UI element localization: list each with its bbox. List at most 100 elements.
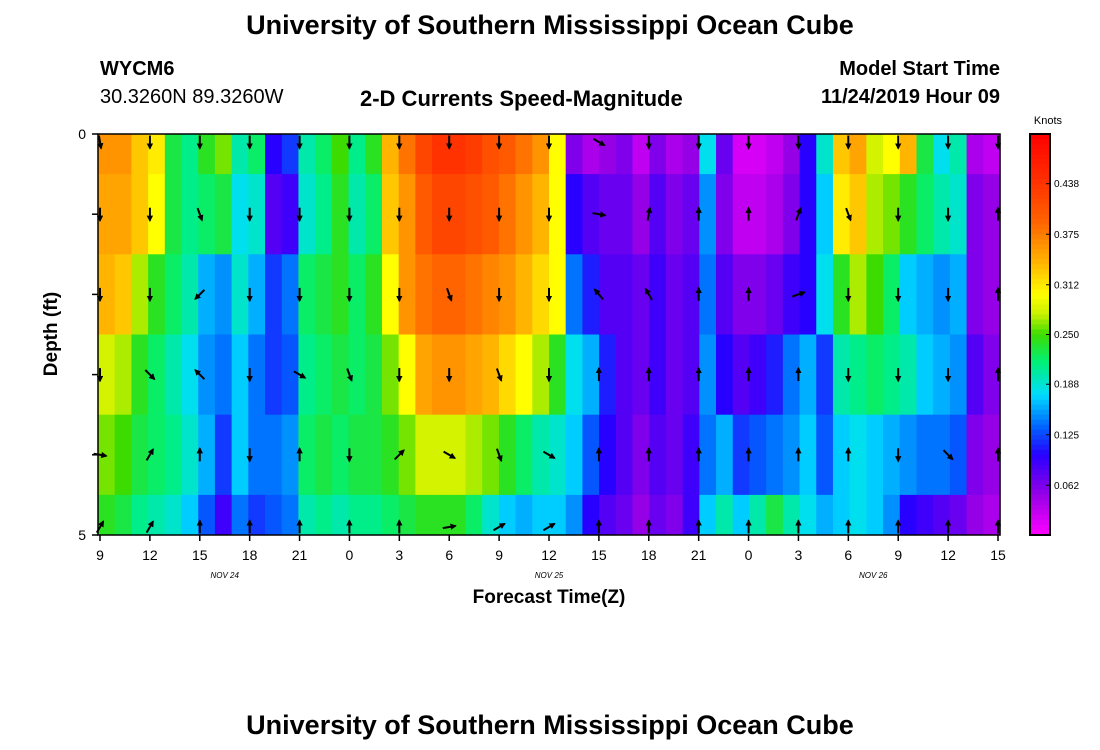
heatmap-cell xyxy=(498,334,517,416)
heatmap-cell xyxy=(465,134,483,175)
heatmap-cell xyxy=(949,174,968,255)
heatmap-cell xyxy=(866,134,884,175)
colorbar-swatch xyxy=(1030,224,1050,230)
heatmap-cell xyxy=(465,254,483,335)
heatmap-cell xyxy=(465,174,483,255)
heatmap-cell xyxy=(816,174,834,255)
heatmap-cell xyxy=(198,134,216,175)
colorbar-swatch xyxy=(1030,184,1050,190)
heatmap-cell xyxy=(716,174,734,255)
heatmap-cell xyxy=(331,254,350,335)
heatmap-cell xyxy=(131,494,149,536)
heatmap-cell xyxy=(298,174,316,255)
heatmap-cell xyxy=(381,134,400,175)
heatmap-cell xyxy=(131,334,149,416)
colorbar-swatch xyxy=(1030,139,1050,145)
colorbar-swatch xyxy=(1030,219,1050,225)
heatmap-cell xyxy=(832,254,851,335)
heatmap-cell xyxy=(983,174,1001,255)
heatmap-cell xyxy=(632,254,650,335)
heatmap-cell xyxy=(699,494,717,536)
heatmap-cell xyxy=(949,334,968,416)
current-arrow xyxy=(795,206,802,221)
heatmap-cell xyxy=(164,334,183,416)
colorbar-swatch xyxy=(1030,424,1050,431)
heatmap-cell xyxy=(816,134,834,175)
heatmap-cell xyxy=(281,334,300,416)
heatmap-cell xyxy=(849,414,867,496)
colorbar-swatch xyxy=(1030,494,1050,501)
colorbar-swatch xyxy=(1030,289,1050,295)
heatmap-cell xyxy=(465,414,483,496)
heatmap-cell xyxy=(398,134,416,175)
heatmap-cell xyxy=(465,494,483,536)
heatmap-cell xyxy=(532,334,550,416)
heatmap-cell xyxy=(515,494,533,536)
heatmap-cell xyxy=(682,334,700,416)
heatmap-cell xyxy=(816,494,834,536)
colorbar-tick-label: 0.125 xyxy=(1054,430,1079,441)
heatmap-cell xyxy=(699,134,717,175)
current-arrow xyxy=(442,523,457,530)
current-arrow xyxy=(592,211,607,218)
current-arrow xyxy=(592,137,606,147)
heatmap-cell xyxy=(966,334,984,416)
colorbar-swatch xyxy=(1030,409,1050,416)
heatmap-cell xyxy=(331,494,350,536)
heatmap-cell xyxy=(749,414,767,496)
heatmap-cell xyxy=(899,174,918,255)
colorbar-tick-label: 0.375 xyxy=(1054,230,1079,241)
colorbar-swatch xyxy=(1030,249,1050,255)
heatmap-cell xyxy=(849,254,867,335)
current-arrow xyxy=(495,368,503,382)
colorbar-swatch xyxy=(1030,234,1050,240)
heatmap-cell xyxy=(265,494,283,536)
heatmap-cell xyxy=(482,254,500,335)
heatmap-cell xyxy=(949,134,968,175)
heatmap-cell xyxy=(231,414,249,496)
heatmap-cell xyxy=(949,414,968,496)
heatmap-cell xyxy=(649,134,667,175)
colorbar-swatch xyxy=(1030,179,1050,185)
x-tick-label: 6 xyxy=(445,547,453,563)
heatmap-cell xyxy=(732,334,751,416)
heatmap-cell xyxy=(582,254,600,335)
heatmap-cell xyxy=(916,174,934,255)
heatmap-cell xyxy=(482,134,500,175)
current-arrow xyxy=(791,290,806,298)
heatmap-cell xyxy=(949,254,968,335)
heatmap-cell xyxy=(665,414,684,496)
heatmap-cell xyxy=(498,134,517,175)
heatmap-cell xyxy=(298,254,316,335)
heatmap-cell xyxy=(365,174,383,255)
heatmap-cell xyxy=(682,414,700,496)
heatmap-cell xyxy=(164,414,183,496)
current-arrow xyxy=(97,135,104,150)
current-arrow xyxy=(393,449,405,461)
heatmap-cell xyxy=(682,494,700,536)
heatmap-cell xyxy=(114,334,132,416)
heatmap-cell xyxy=(532,494,550,536)
chart-title-top: University of Southern Mississippi Ocean… xyxy=(246,10,854,40)
heatmap-cell xyxy=(565,254,583,335)
heatmap-cell xyxy=(966,174,984,255)
heatmap-cell xyxy=(231,174,249,255)
heatmap-cell xyxy=(532,134,550,175)
heatmap-cell xyxy=(98,334,116,416)
heatmap-cell xyxy=(782,334,801,416)
heatmap-cell xyxy=(883,334,901,416)
heatmap-cell xyxy=(749,254,767,335)
colorbar-swatch xyxy=(1030,514,1050,521)
heatmap-cell xyxy=(565,174,583,255)
heatmap-cell xyxy=(148,334,166,416)
heatmap-cell xyxy=(114,414,132,496)
heatmap-cell xyxy=(515,254,533,335)
heatmap-cell xyxy=(849,174,867,255)
heatmap-cell xyxy=(398,334,416,416)
heatmap-cell xyxy=(966,414,984,496)
colorbar-swatch xyxy=(1030,144,1050,150)
colorbar-tick-label: 0.062 xyxy=(1054,481,1079,492)
heatmap-cell xyxy=(682,134,700,175)
date-label: NOV 25 xyxy=(535,571,564,580)
heatmap-cell xyxy=(732,494,751,536)
